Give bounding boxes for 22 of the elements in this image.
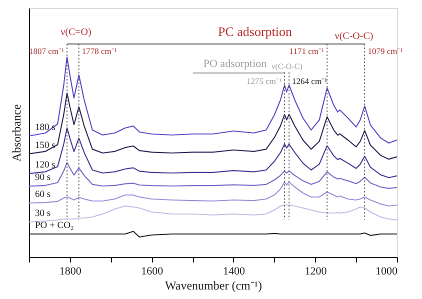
series-label: 120 s — [35, 160, 56, 171]
series-label: 60 s — [35, 190, 51, 200]
ref-line-label: 1264 cm⁻¹ — [292, 76, 328, 86]
text: ν(C=O) — [60, 27, 92, 38]
ref-line-label: 1171 cm⁻¹ — [289, 46, 325, 56]
x-tick-label: 1800 — [59, 266, 82, 278]
text: PC adsorption — [218, 24, 293, 39]
text: ν(C-O-C) — [334, 31, 374, 42]
annotation: ν(C-O-C) — [272, 62, 303, 71]
x-tick-label: 1400 — [222, 266, 246, 278]
series-label: PO + CO₂ — [35, 221, 74, 231]
x-tick-label: 1000 — [376, 266, 398, 278]
x-tick-label: 1200 — [304, 266, 328, 278]
ref-line-label: 1778 cm⁻¹ — [82, 46, 118, 56]
y-axis-title: Absorbance — [10, 104, 24, 162]
series-label: 30 s — [35, 209, 51, 219]
ref-line-label: 1275 cm⁻¹ — [246, 76, 282, 86]
x-axis-title: Wavenumber (cm⁻¹) — [165, 278, 262, 292]
x-tick-label: 1600 — [141, 266, 164, 278]
series-label: 90 s — [35, 173, 51, 184]
annotation: PO adsorption — [203, 58, 268, 70]
ref-line-label: 1079 cm⁻¹ — [368, 46, 404, 56]
